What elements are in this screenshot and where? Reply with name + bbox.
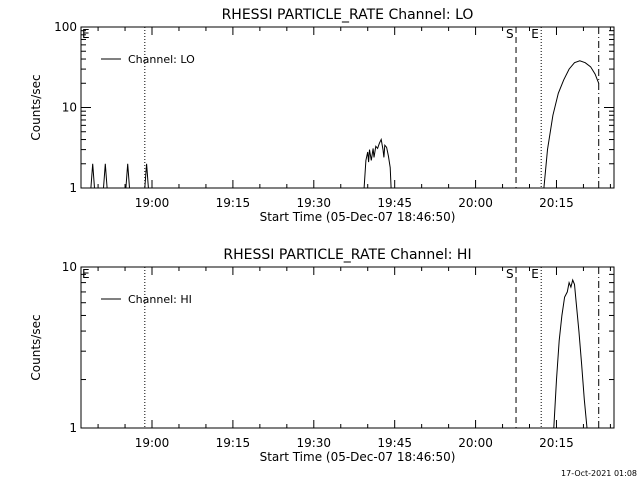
marker-label: E <box>82 267 90 281</box>
x-axis-label: Start Time (05-Dec-07 18:46:50) <box>260 450 456 464</box>
legend-entry: Channel: LO <box>128 53 195 66</box>
x-tick-label: 19:30 <box>296 196 331 210</box>
y-tick-label: 10 <box>62 260 77 274</box>
series-line <box>144 163 149 189</box>
plot-frame <box>80 26 615 189</box>
x-tick-label: 20:15 <box>539 196 574 210</box>
y-tick-label: 1 <box>69 421 77 435</box>
y-axis-label: Counts/sec <box>29 74 43 140</box>
chart-title: RHESSI PARTICLE_RATE Channel: LO <box>222 7 474 23</box>
x-tick-label: 19:45 <box>377 196 412 210</box>
x-axis-label: Start Time (05-Dec-07 18:46:50) <box>260 210 456 224</box>
y-axis-label: Counts/sec <box>29 314 43 380</box>
marker-label: E <box>531 27 539 41</box>
series-line <box>543 60 600 189</box>
x-tick-label: 19:15 <box>216 436 251 450</box>
x-tick-label: 19:15 <box>216 196 251 210</box>
x-tick-label: 20:00 <box>458 436 493 450</box>
x-tick-label: 19:30 <box>296 436 331 450</box>
plot-frame <box>80 266 615 429</box>
footer-timestamp: 17-Oct-2021 01:08 <box>561 469 637 478</box>
marker-label: S <box>506 27 514 41</box>
series-line <box>90 163 95 189</box>
chart-title: RHESSI PARTICLE_RATE Channel: HI <box>223 247 471 263</box>
x-tick-label: 19:00 <box>135 196 170 210</box>
y-tick-label: 10 <box>62 101 77 115</box>
marker-label: E <box>82 27 90 41</box>
y-tick-label: 1 <box>69 181 77 195</box>
marker-label: E <box>531 267 539 281</box>
series-line <box>553 278 588 429</box>
series-line <box>125 163 130 189</box>
series-line <box>103 163 108 189</box>
legend-entry: Channel: HI <box>128 293 192 306</box>
series-line <box>363 137 392 189</box>
x-tick-label: 20:00 <box>458 196 493 210</box>
x-tick-label: 19:45 <box>377 436 412 450</box>
x-tick-label: 20:15 <box>539 436 574 450</box>
x-tick-label: 19:00 <box>135 436 170 450</box>
marker-label: S <box>506 267 514 281</box>
y-tick-label: 100 <box>54 20 77 34</box>
